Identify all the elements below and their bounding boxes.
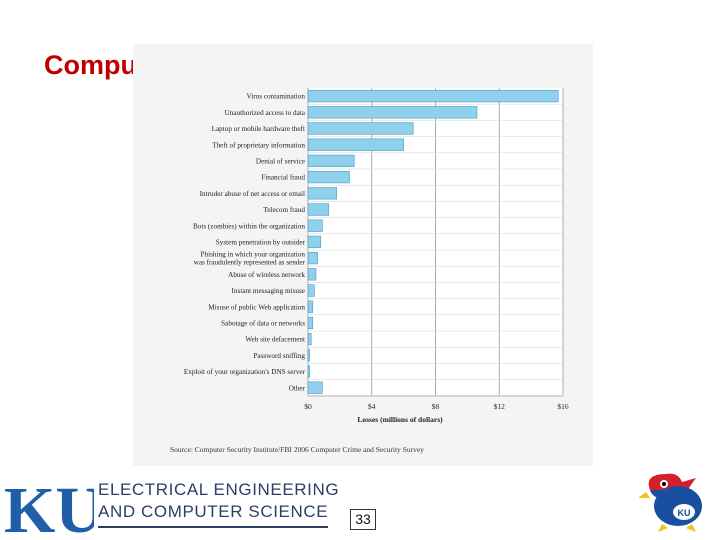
bar [307, 187, 337, 200]
footer: KU ELECTRICAL ENGINEERING AND COMPUTER S… [0, 466, 720, 540]
bar [307, 106, 478, 119]
x-tick-label: $16 [557, 402, 569, 411]
bar [307, 300, 314, 313]
category-label: Unauthorized access to data [225, 109, 306, 117]
jayhawk-mascot-icon: KU [638, 473, 702, 532]
category-label: Abuse of wireless network [228, 271, 305, 279]
bar [307, 316, 314, 330]
category-label: Misuse of public Web application [208, 303, 305, 311]
bar [307, 154, 355, 168]
dept-underline [98, 526, 328, 528]
category-label: System penetration by outsider [216, 239, 306, 247]
bar [307, 219, 323, 232]
x-tick-label: $8 [432, 402, 440, 411]
category-label: Instant messaging misuse [232, 287, 305, 295]
category-label: Sabotage of data or networks [221, 320, 305, 328]
category-label: Web site defacement [245, 336, 305, 344]
category-label: Denial of service [256, 158, 305, 166]
dept-name-line2: AND COMPUTER SCIENCE [98, 502, 329, 521]
bar [307, 89, 559, 103]
bar [307, 122, 414, 135]
x-ticks: $0 $4 $8 $12 $16 [304, 402, 569, 411]
bar-chart: Virus contamination Unauthorized access t… [170, 88, 569, 454]
category-label: Phishing in which your organization [201, 251, 306, 259]
bar [307, 365, 310, 378]
bar [307, 381, 323, 394]
category-label: Password sniffing [253, 352, 305, 360]
category-label: Virus contamination [247, 93, 306, 101]
bars [307, 89, 559, 394]
bar [307, 284, 315, 297]
bar [307, 235, 322, 249]
chart-panel: Virus contamination Unauthorized access t… [133, 44, 593, 466]
category-label: was fraudulently represented as sender [194, 259, 306, 267]
bar [307, 268, 317, 281]
category-label: Intruder abuse of net access or email [200, 190, 305, 198]
ku-logo-icon: KU [4, 478, 94, 538]
chart-source: Source: Computer Security Institute/FBI … [170, 445, 424, 454]
category-labels: Virus contamination Unauthorized access t… [184, 93, 306, 393]
x-tick-label: $12 [494, 402, 506, 411]
bar [307, 170, 350, 184]
page-number: 33 [350, 509, 376, 530]
bar [307, 251, 318, 265]
bar [307, 203, 330, 216]
category-label: Exploit of your organization's DNS serve… [184, 368, 306, 376]
category-label: Theft of proprietary information [212, 141, 305, 149]
bar [307, 138, 404, 151]
dept-name-line1: ELECTRICAL ENGINEERING [98, 480, 340, 499]
bar [307, 349, 310, 362]
category-label: Laptop or mobile hardware theft [212, 125, 305, 133]
bar [307, 332, 312, 346]
category-label: Bots (zombies) within the organization [193, 222, 305, 230]
category-label: Other [289, 384, 306, 392]
ku-logo-text: KU [4, 478, 94, 538]
jayhawk-badge-text: KU [678, 508, 691, 518]
category-label: Financial fraud [261, 174, 305, 182]
x-tick-label: $4 [368, 402, 376, 411]
x-axis-label: Losses (millions of dollars) [357, 415, 443, 424]
x-tick-label: $0 [304, 402, 312, 411]
category-label: Telecom fraud [263, 206, 305, 214]
